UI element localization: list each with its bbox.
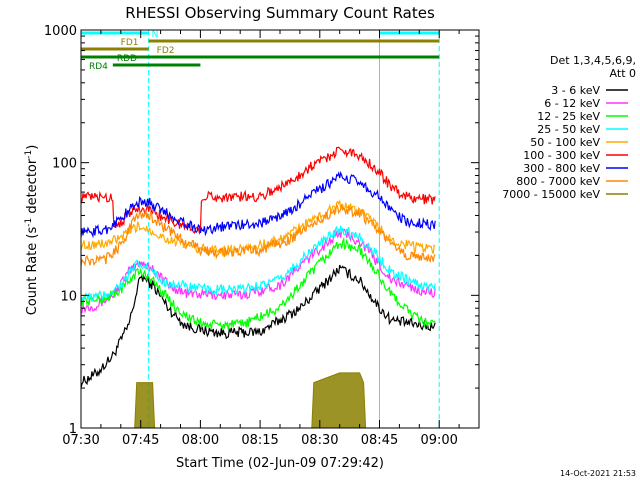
x-tick-label-1: 07:45 xyxy=(122,433,159,448)
axes: 07:30 07:45 08:00 08:15 08:30 08:45 09:00 1 10 10… xyxy=(44,24,480,448)
flag-bar-fd1: FD1 xyxy=(121,38,440,48)
legend-item-100-300-kev: 100 - 300 keV xyxy=(523,149,628,162)
y-axis-label: Count Rate (s-1 detector-1) xyxy=(24,145,40,316)
series-12-25-kev xyxy=(81,236,436,330)
legend-header-0: Det 1,3,4,5,6,9, xyxy=(550,54,636,67)
series-50-100-kev xyxy=(81,198,436,257)
legend-item-25-50-kev: 25 - 50 keV xyxy=(537,123,628,136)
legend-item-800-7000-kev: 800 - 7000 keV xyxy=(516,175,628,188)
flag-label-fd1: FD1 xyxy=(121,38,139,48)
legend-item-12-25-kev: 12 - 25 keV xyxy=(537,110,628,123)
chart-title: RHESSI Observing Summary Count Rates xyxy=(125,4,435,22)
y-tick-label-2: 100 xyxy=(52,157,77,172)
flag-label-fd2: FD2 xyxy=(157,46,175,56)
flag-bar-fd2: FD2 xyxy=(81,46,175,56)
series-7000-15000-kev-area xyxy=(134,372,367,428)
legend-item-6-12-kev: 6 - 12 keV xyxy=(544,97,628,110)
legend-label-3-6-kev: 3 - 6 keV xyxy=(551,84,600,97)
flag-bar-rdd: RDD xyxy=(81,54,440,64)
series-25-50-kev xyxy=(81,225,436,304)
legend-label-6-12-kev: 6 - 12 keV xyxy=(544,97,600,110)
series-3-6-kev xyxy=(81,264,436,389)
y-axis-label-mid: detector xyxy=(25,158,40,218)
legend-item-300-800-kev: 300 - 800 keV xyxy=(523,162,628,175)
y-tick-label-1: 10 xyxy=(60,289,77,304)
x-tick-label-2: 08:00 xyxy=(182,433,219,448)
series-7000-15000-kev xyxy=(134,372,367,428)
legend-label-25-50-kev: 25 - 50 keV xyxy=(537,123,600,136)
flag-label-rdd: RDD xyxy=(117,54,137,64)
legend-label-7000-15000-kev: 7000 - 15000 keV xyxy=(502,188,600,201)
y-axis-label-sup1: -1 xyxy=(24,218,34,227)
x-tick-label-0: 07:30 xyxy=(62,433,99,448)
legend-item-3-6-kev: 3 - 6 keV xyxy=(551,84,628,97)
series-6-12-kev xyxy=(81,228,436,314)
legend-label-12-25-kev: 12 - 25 keV xyxy=(537,110,600,123)
y-tick-label-0: 1 xyxy=(69,422,77,437)
legend-label-800-7000-kev: 800 - 7000 keV xyxy=(516,175,600,188)
legend-label-300-800-kev: 300 - 800 keV xyxy=(523,162,600,175)
legend-label-50-100-kev: 50 - 100 keV xyxy=(530,136,600,149)
flag-bars: N FD1 FD2 RDD RD4 xyxy=(81,30,440,72)
series-800-7000-kev xyxy=(81,203,436,267)
flag-bar-n: N xyxy=(81,30,440,40)
y-axis-label-main: Count Rate (s xyxy=(25,227,40,316)
series-300-800-kev xyxy=(81,170,436,239)
x-tick-label-3: 08:15 xyxy=(241,433,278,448)
series-layer xyxy=(81,146,436,428)
x-axis-label: Start Time (02-Jun-09 07:29:42) xyxy=(176,456,384,471)
y-axis-label-end: ) xyxy=(25,145,40,150)
flag-bar-rd4: RD4 xyxy=(89,62,201,72)
x-tick-label-5: 08:45 xyxy=(361,433,398,448)
legend-item-50-100-kev: 50 - 100 keV xyxy=(530,136,628,149)
x-tick-label-6: 09:00 xyxy=(420,433,457,448)
flag-label-rd4: RD4 xyxy=(89,62,108,72)
x-tick-label-4: 08:30 xyxy=(301,433,338,448)
flag-label-n: N xyxy=(152,30,159,40)
legend-item-7000-15000-kev: 7000 - 15000 keV xyxy=(502,188,628,201)
footer-timestamp: 14-Oct-2021 21:53 xyxy=(560,469,636,478)
y-axis-label-sup2: -1 xyxy=(24,150,34,159)
y-tick-label-3: 1000 xyxy=(44,24,77,39)
legend-label-100-300-kev: 100 - 300 keV xyxy=(523,149,600,162)
legend-header-1: Att 0 xyxy=(610,67,636,80)
